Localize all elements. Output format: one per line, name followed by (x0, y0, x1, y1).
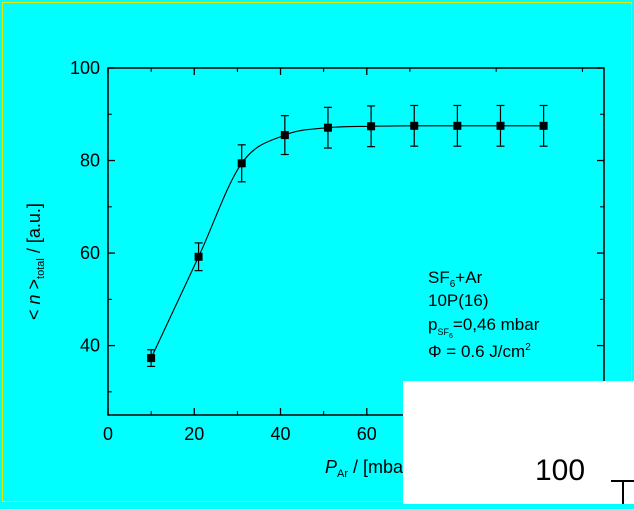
annotation-fluence: Φ = 0.6 J/cm2 (428, 342, 531, 361)
data-point (194, 252, 203, 261)
annotation-pressure: pSF6=0,46 mbar (428, 315, 540, 340)
y-tick-label: 80 (80, 151, 100, 171)
y-tick-label: 100 (70, 58, 100, 78)
data-point (496, 121, 505, 130)
y-tick-label: 40 (80, 336, 100, 356)
annotation-gas: SF6+Ar (428, 268, 483, 290)
x-tick-label: 60 (357, 424, 377, 444)
x-tick-label: 40 (271, 424, 291, 444)
x-tick-label: 0 (103, 424, 113, 444)
data-marks (147, 104, 548, 368)
data-point (280, 131, 289, 140)
annotation-line: 10P(16) (428, 291, 488, 310)
plot-frame (107, 67, 605, 416)
axes (107, 67, 605, 416)
x-axis-label: PAr / [mbar (325, 457, 409, 480)
overlay-tick-label: 100 (535, 454, 586, 487)
x-tick-label: 20 (184, 424, 204, 444)
fit-curve (150, 125, 544, 359)
data-point (147, 354, 156, 363)
data-point (453, 121, 462, 130)
data-point (323, 123, 332, 132)
data-point (237, 159, 246, 168)
data-point (367, 122, 376, 131)
data-point (410, 121, 419, 130)
overlay-axis-line (622, 480, 624, 504)
y-tick-label: 60 (80, 243, 100, 263)
data-point (539, 121, 548, 130)
labels: 0 20 40 60 40 60 80 100 PAr / [mbar < n >total / … (24, 58, 540, 480)
y-axis-label: < n >total / [a.u.] (24, 203, 47, 320)
overlay-panel: 100 (403, 381, 634, 504)
